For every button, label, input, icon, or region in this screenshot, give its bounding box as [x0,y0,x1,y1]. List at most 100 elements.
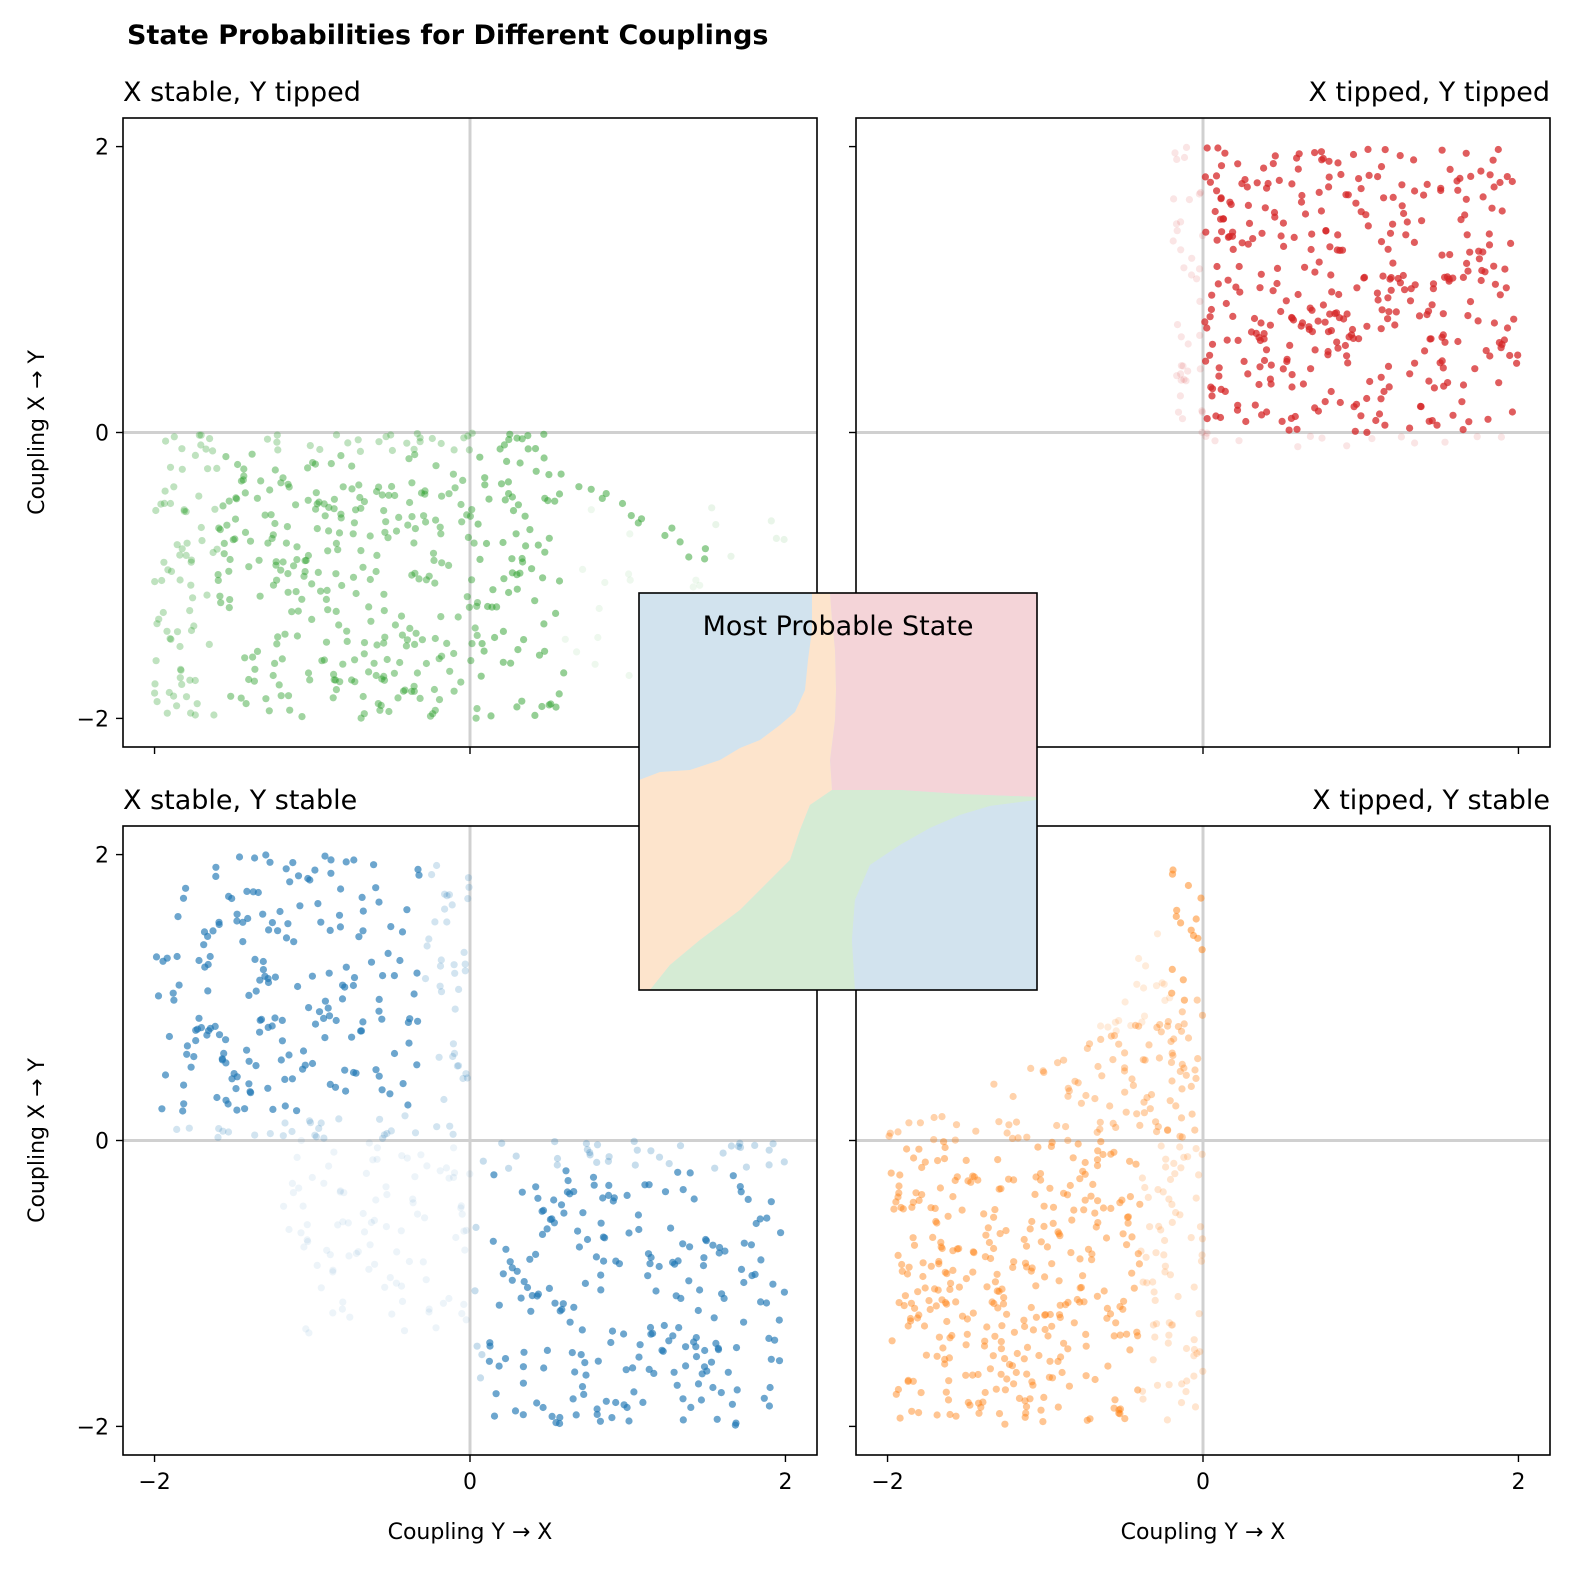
scatter-point [359,927,367,935]
scatter-point [360,650,368,658]
scatter-point [1110,1032,1119,1040]
scatter-point [1462,195,1470,203]
scatter-point [983,1283,991,1291]
scatter-point [1076,1255,1084,1263]
scatter-point [644,1272,652,1280]
scatter-point [292,501,300,509]
scatter-point [767,517,775,525]
scatter-point [1321,318,1329,326]
scatter-point [1067,1249,1075,1257]
scatter-point [1023,1263,1031,1271]
scatter-point [180,1100,188,1108]
scatter-point [719,1149,727,1157]
scatter-point [519,1379,528,1387]
scatter-point [575,1243,584,1251]
scatter-point [179,894,188,902]
scatter-point [463,511,471,519]
scatter-point [271,1014,279,1022]
y-tick-label: 2 [95,844,109,869]
scatter-point [1190,1336,1198,1344]
scatter-point [499,627,507,636]
scatter-point [301,557,309,565]
scatter-point [468,506,476,514]
scatter-point [1178,1085,1186,1093]
scatter-point [1334,159,1342,167]
scatter-point [676,538,684,546]
scatter-point [1077,1283,1085,1292]
scatter-point [710,1314,718,1322]
scatter-point [465,446,473,454]
scatter-point [740,1239,748,1247]
scatter-point [485,1357,493,1365]
scatter-point [1166,1271,1174,1279]
scatter-point [1496,178,1504,187]
scatter-point [1028,1264,1036,1272]
scatter-point [402,642,410,650]
scatter-point [422,518,430,526]
scatter-point [702,1235,710,1244]
scatter-point [591,660,599,668]
inset-title: Most Probable State [703,611,974,642]
scatter-point [450,649,458,658]
scatter-point [941,1143,949,1152]
scatter-point [922,1351,931,1359]
scatter-point [386,1090,394,1098]
scatter-point [1196,1348,1204,1356]
scatter-point [1022,1403,1031,1411]
scatter-point [1141,1056,1149,1064]
scatter-point [593,1158,601,1166]
scatter-point [335,911,344,919]
scatter-point [1334,231,1342,239]
scatter-point [969,1172,977,1180]
scatter-point [669,1332,677,1340]
scatter-point [272,561,280,569]
scatter-point [1128,1269,1136,1277]
scatter-point [308,1059,317,1068]
scatter-point [1263,184,1271,192]
scatter-point [1088,1256,1096,1264]
scatter-point [450,446,458,454]
scatter-point [1169,1051,1177,1060]
scatter-point [1140,1109,1148,1117]
scatter-point [660,1321,668,1330]
scatter-point [518,1188,526,1196]
scatter-point [903,1145,911,1153]
scatter-point [370,861,378,869]
scatter-point [1229,245,1237,253]
scatter-point [281,1119,289,1127]
scatter-point [1275,176,1283,184]
scatter-point [449,470,457,478]
scatter-point [777,1229,785,1237]
scatter-point [187,558,195,566]
scatter-point [271,466,279,474]
scatter-point [1048,1260,1056,1268]
scatter-point [1285,426,1293,434]
scatter-point [1194,1055,1202,1063]
scatter-point [1325,173,1333,181]
scatter-point [575,483,583,491]
scatter-point [306,1119,315,1127]
scatter-point [381,528,389,536]
scatter-point [775,1316,783,1324]
scatter-point [1384,362,1393,370]
scatter-point [373,551,381,560]
scatter-point [1080,1298,1088,1306]
y-tick-label: −2 [77,1415,109,1440]
scatter-point [205,640,213,649]
scatter-point [991,1278,1000,1286]
scatter-point [373,1144,381,1152]
scatter-point [553,1161,561,1169]
scatter-point [501,496,509,504]
scatter-point [1188,1110,1196,1118]
scatter-point [995,1287,1003,1295]
scatter-point [1363,428,1371,436]
scatter-point [1160,980,1168,988]
scatter-point [1234,160,1242,168]
scatter-point [306,442,314,450]
scatter-point [995,1185,1003,1193]
scatter-point [209,548,217,557]
scatter-point [1193,1349,1201,1357]
scatter-point [920,1322,929,1330]
scatter-point [935,1257,943,1266]
scatter-point [679,1395,687,1403]
